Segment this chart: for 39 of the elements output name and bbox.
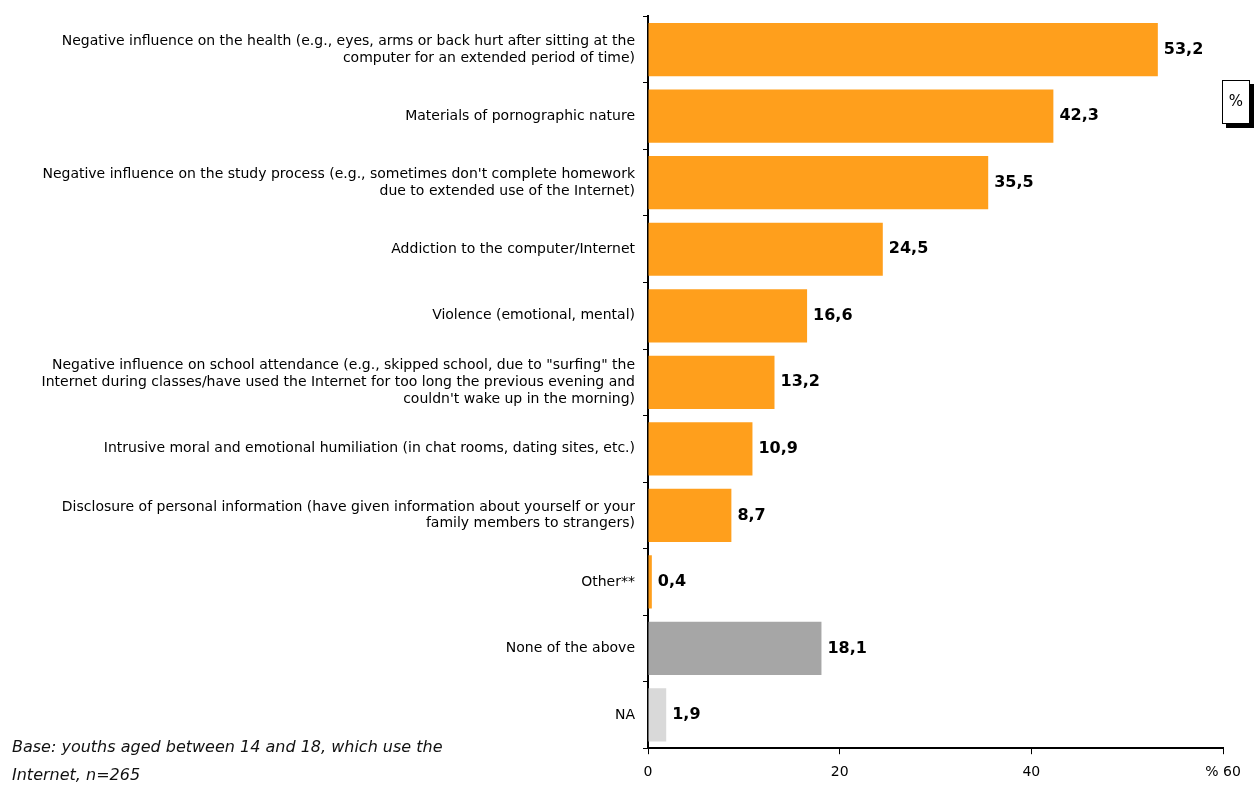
data-label: 16,6 [813, 304, 853, 324]
bar [648, 688, 667, 742]
x-tick-label: 40 [1022, 763, 1041, 780]
y-tick-label: Violence (emotional, mental) [432, 306, 635, 323]
y-tick-label: Materials of pornographic nature [405, 106, 635, 123]
x-tick-label: 0 [643, 763, 653, 780]
bar [648, 422, 753, 476]
data-label: 13,2 [780, 371, 820, 391]
y-tick-label: Other** [581, 572, 635, 589]
bar [648, 488, 732, 542]
data-label: 42,3 [1059, 105, 1099, 125]
y-tick-label: Negative influence on the study process (e.g., sometimes don't complete homework due to extended use of the Internet) [42, 164, 636, 198]
y-tick-label: None of the above [505, 639, 635, 656]
data-label: 53,2 [1163, 38, 1204, 58]
y-tick-label: Negative influence on the health (e.g., eyes, arms or back hurt after sitting at the computer for an extended period of time) [61, 31, 635, 65]
bar [648, 289, 808, 343]
bar [648, 355, 775, 409]
bar [648, 555, 652, 609]
data-label: 18,1 [827, 637, 867, 657]
data-label: 0,4 [657, 571, 687, 591]
bar [648, 222, 883, 276]
bar [648, 621, 822, 676]
data-label: 24,5 [888, 238, 929, 258]
bar [648, 23, 1158, 77]
bar [648, 89, 1054, 143]
bar [648, 156, 989, 210]
data-label: 10,9 [758, 437, 798, 457]
data-label: 1,9 [672, 704, 701, 724]
x-tick-label: 20 [830, 763, 849, 780]
y-tick-label: Negative influence on school attendance (e.g., skipped school, due to "surfing" the Internet during classes/have used the Internet for too long the previous evening and couldn't wake up in the morning) [41, 356, 635, 406]
text: % [1222, 80, 1250, 124]
y-tick-label: Disclosure of personal information (have given information about yourself or your family members to strangers) [61, 497, 636, 531]
data-label: 8,7 [737, 504, 766, 524]
data-label: 35,5 [994, 171, 1034, 191]
x-tick-label: % 60 [1205, 763, 1241, 780]
text: Base: youths aged between 14 and 18, which use the Internet, n=265 [12, 736, 444, 786]
y-tick-label: NA [614, 705, 636, 722]
y-tick-label: Addiction to the computer/Internet [391, 239, 636, 256]
y-tick-label: Intrusive moral and emotional humiliation (in chat rooms, dating sites, etc.) [103, 439, 635, 456]
